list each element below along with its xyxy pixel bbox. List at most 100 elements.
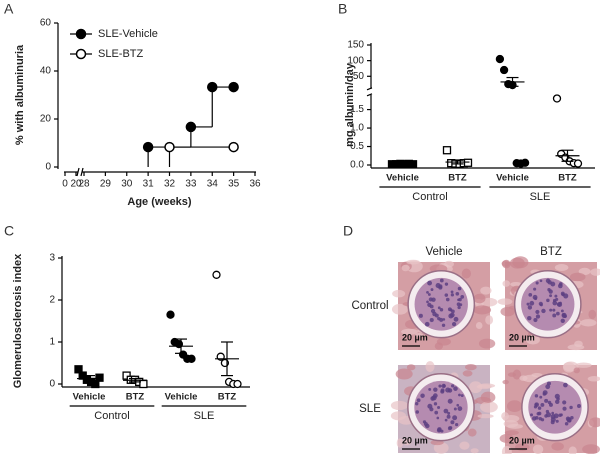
nucleus [552, 300, 558, 306]
x-tick-label: 34 [207, 179, 219, 190]
group-label: SLE [530, 191, 551, 203]
tissue [470, 448, 479, 454]
tissue [525, 334, 540, 345]
nucleus [426, 300, 429, 304]
nucleus [429, 317, 434, 323]
point [499, 65, 509, 75]
nucleus [433, 387, 438, 392]
tissue [580, 319, 597, 327]
nucleus [548, 402, 553, 407]
tissue [425, 361, 435, 373]
nucleus [438, 284, 443, 289]
group-label: SLE [194, 410, 215, 422]
tissue [575, 362, 592, 368]
nucleus [569, 405, 573, 410]
y-tick-label: 60 [40, 18, 52, 29]
nucleus [529, 300, 535, 306]
nucleus [453, 316, 459, 322]
tissue [519, 375, 528, 381]
y-tick-label: 20 [40, 114, 52, 125]
nucleus [535, 281, 539, 285]
x-tick-label: BTZ [448, 173, 467, 184]
tissue [390, 411, 407, 421]
nucleus [443, 408, 449, 414]
nucleus [442, 384, 446, 388]
nucleus [555, 399, 560, 405]
legend-marker [75, 28, 87, 40]
nucleus [558, 413, 562, 418]
tissue [395, 368, 413, 380]
nucleus [460, 295, 465, 299]
nucleus [427, 280, 433, 286]
point [495, 54, 505, 64]
nucleus [455, 291, 460, 296]
panel-letter: A [4, 1, 14, 17]
nucleus [528, 292, 533, 297]
tissue [473, 305, 492, 315]
point [95, 373, 104, 382]
nucleus [533, 287, 537, 291]
point [463, 158, 473, 167]
scale-bar-label: 20 µm [402, 332, 428, 342]
nucleus [532, 416, 537, 421]
x-tick-label: Vehicle [386, 173, 419, 184]
nucleus [530, 413, 534, 417]
y-axis-title: Glomerulosclerosis index [12, 253, 24, 388]
tissue [473, 293, 486, 304]
nucleus [564, 422, 569, 426]
y-tick-label: 1 [49, 337, 55, 348]
group-label: Control [412, 191, 447, 203]
point [142, 141, 154, 153]
nucleus [415, 410, 419, 414]
tissue [406, 364, 416, 371]
nucleus [438, 384, 442, 388]
micrograph: 20 µm [497, 256, 600, 351]
tissue [465, 363, 477, 371]
nucleus [430, 288, 434, 292]
point [228, 81, 239, 93]
point [166, 310, 175, 319]
y-tick-label: 1.5 [350, 104, 364, 115]
nucleus [434, 313, 439, 318]
point [207, 81, 218, 93]
y-tick-label: 0.5 [350, 141, 364, 152]
nucleus [426, 290, 429, 294]
nucleus [431, 395, 437, 401]
nucleus [433, 402, 438, 406]
x-tick-label: 29 [100, 179, 112, 190]
tissue [402, 438, 412, 446]
nucleus [563, 293, 569, 299]
x-tick-label: 33 [185, 179, 197, 190]
tissue [391, 303, 408, 315]
panel-letter: B [338, 1, 347, 17]
tissue [563, 362, 575, 373]
nucleus [437, 316, 441, 321]
tissue [469, 381, 483, 394]
nucleus [526, 302, 530, 306]
nucleus [534, 394, 539, 398]
x-tick-label: Vehicle [165, 392, 198, 403]
nucleus [450, 290, 454, 294]
x-tick-label: Vehicle [73, 392, 106, 403]
tissue [532, 444, 544, 454]
nucleus [434, 410, 439, 415]
nucleus [554, 393, 560, 399]
point [442, 146, 452, 155]
x-tick-label: 20 [70, 179, 82, 190]
nucleus [563, 382, 568, 388]
point [228, 141, 239, 153]
nucleus [451, 322, 457, 327]
tissue [567, 344, 585, 351]
nucleus [552, 313, 557, 318]
nucleus [556, 311, 560, 316]
panel-letter: C [4, 223, 14, 239]
nucleus [549, 308, 553, 312]
nucleus [534, 297, 538, 301]
tissue [485, 315, 494, 325]
x-tick-label: BTZ [558, 173, 577, 184]
nucleus [442, 318, 446, 321]
x-axis-title: Age (weeks) [127, 196, 192, 208]
tissue [554, 264, 569, 272]
nucleus [533, 318, 538, 323]
tissue [551, 442, 564, 451]
